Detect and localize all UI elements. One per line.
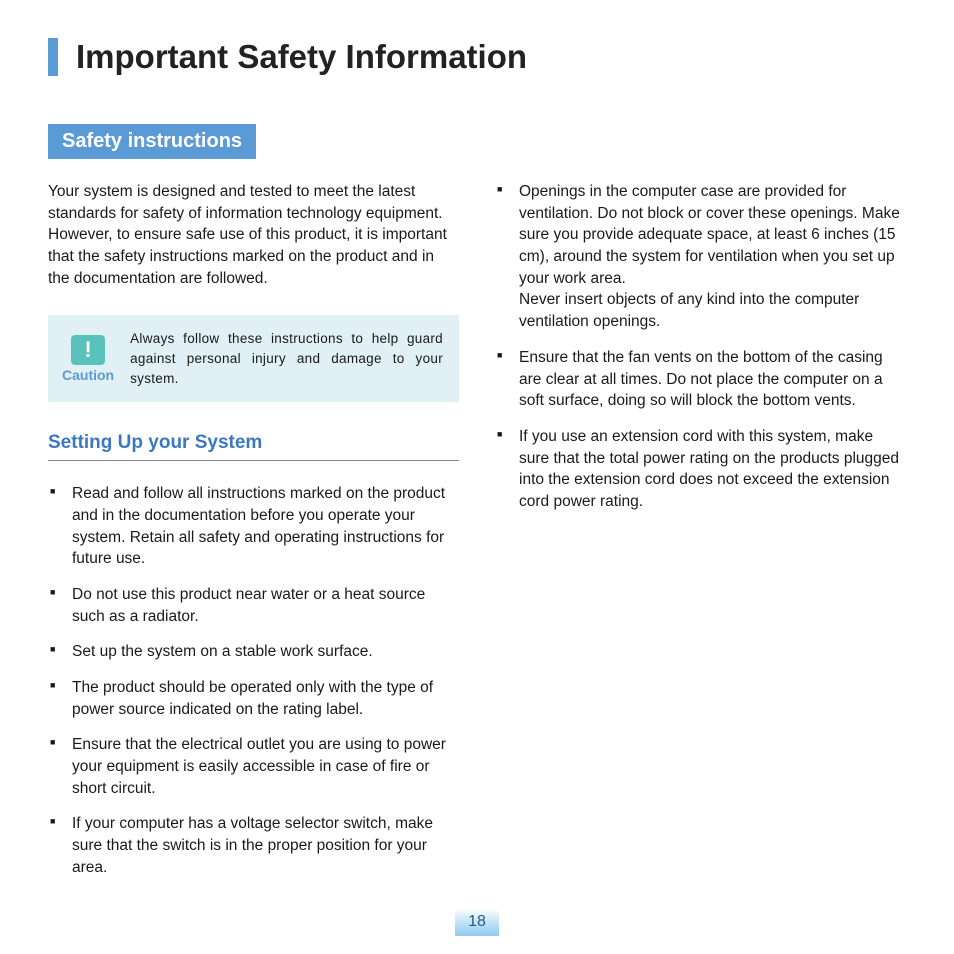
left-bullet-list: Read and follow all instructions marked …	[48, 483, 459, 878]
sub-heading: Setting Up your System	[48, 432, 459, 461]
title-wrap: Important Safety Information	[48, 38, 906, 76]
list-item: Ensure that the fan vents on the bottom …	[495, 347, 906, 412]
page-number-wrap: 18	[455, 908, 499, 936]
right-column: Openings in the computer case are provid…	[495, 181, 906, 892]
caution-box: ! Caution Always follow these instructio…	[48, 315, 459, 402]
list-item: If your computer has a voltage selector …	[48, 813, 459, 878]
left-column: Your system is designed and tested to me…	[48, 181, 459, 892]
caution-icon-group: ! Caution	[62, 335, 114, 383]
caution-label: Caution	[62, 367, 114, 383]
list-item: Openings in the computer case are provid…	[495, 181, 906, 333]
caution-text: Always follow these instructions to help…	[130, 329, 443, 388]
list-item: Set up the system on a stable work surfa…	[48, 641, 459, 663]
right-bullet-list: Openings in the computer case are provid…	[495, 181, 906, 513]
section-header: Safety instructions	[48, 124, 256, 159]
list-item: Ensure that the electrical outlet you ar…	[48, 734, 459, 799]
caution-icon: !	[71, 335, 105, 365]
content-columns: Your system is designed and tested to me…	[48, 181, 906, 892]
title-accent-bar	[48, 38, 58, 76]
list-item: Do not use this product near water or a …	[48, 584, 459, 627]
page-number: 18	[455, 908, 499, 936]
list-item: If you use an extension cord with this s…	[495, 426, 906, 513]
intro-paragraph: Your system is designed and tested to me…	[48, 181, 459, 289]
list-item: The product should be operated only with…	[48, 677, 459, 720]
page-title: Important Safety Information	[76, 38, 527, 76]
list-item: Read and follow all instructions marked …	[48, 483, 459, 570]
